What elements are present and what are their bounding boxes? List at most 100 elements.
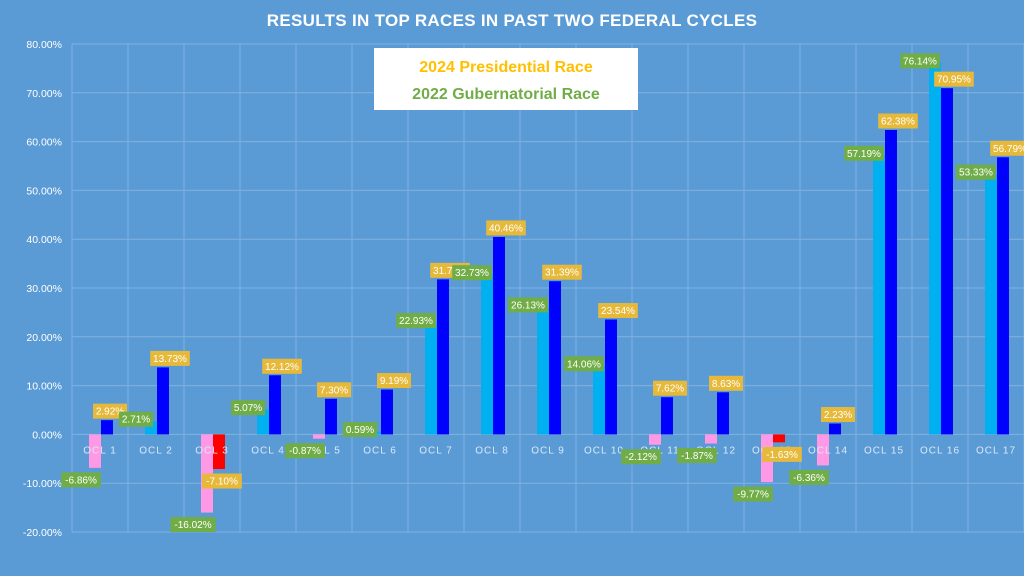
y-tick-label: 30.00% [26,283,62,295]
data-label: 5.07% [234,403,262,414]
x-tick-label: OCL 15 [864,445,904,456]
data-label: -1.63% [766,450,798,461]
data-label: -7.10% [206,477,238,488]
y-tick-label: -10.00% [23,478,62,490]
data-label-bg [878,113,918,129]
data-label: -2.12% [625,452,657,463]
bar-presidential [213,434,225,470]
data-label-bg [396,313,436,329]
legend-entry-presidential: 2024 Presidential Race [419,59,593,76]
legend-box [374,48,638,110]
bar-gubernatorial [817,434,829,466]
data-label-bg [956,164,996,180]
y-tick-label: 20.00% [26,332,62,344]
bar-presidential [549,281,561,435]
data-label: 31.77% [433,266,467,277]
x-tick-label: OCL 3 [195,445,229,456]
x-tick-label: OCL 9 [531,445,565,456]
data-label: 56.79% [993,144,1024,155]
bar-gubernatorial [481,274,493,435]
data-label: 70.95% [937,75,971,86]
data-label-bg [733,486,773,502]
data-label: -1.87% [681,451,713,462]
bar-gubernatorial [649,434,661,445]
data-label-bg [621,449,661,465]
bar-presidential [997,157,1009,435]
y-axis: 80.00% 70.00% 60.00% 50.00% 40.00% 30.00% 20.0… [23,39,62,539]
y-tick-label: 10.00% [26,381,62,393]
bar-presidential [717,392,729,435]
data-label: 0.59% [346,425,374,436]
data-label-bg [317,382,351,398]
data-label-bg [598,303,638,319]
data-label-bg [677,448,717,464]
bar-presidential [885,129,897,435]
data-label: 26.13% [511,300,545,311]
data-labels: -6.86% 2.92%2.71% 13.73% -16.02% -7.10% 5.07%… [61,53,1024,533]
data-label: 23.54% [601,306,635,317]
data-label-bg [202,473,242,489]
data-label: 9.19% [380,376,408,387]
data-label: 22.93% [399,316,433,327]
x-tick-label: OCL 1 [83,445,117,456]
data-label: 57.19% [847,149,881,160]
data-label-bg [262,358,302,374]
data-label-bg [542,264,582,280]
data-label: 40.46% [489,223,523,234]
bar-gubernatorial [425,322,437,435]
data-label: -6.86% [65,475,97,486]
data-label-bg [486,220,526,236]
x-tick-label: OCL 2 [139,445,173,456]
bar-gubernatorial [985,174,997,435]
bar-gubernatorial [89,434,101,468]
data-label: 76.14% [903,56,937,67]
data-label-bg [150,350,190,366]
data-label: 7.62% [656,384,684,395]
y-tick-label: 40.00% [26,234,62,246]
data-label: 53.33% [959,168,993,179]
y-tick-label: 70.00% [26,88,62,100]
bar-presidential [829,423,841,435]
data-label-bg [709,375,743,391]
bar-gubernatorial [201,434,213,513]
data-label-bg [119,411,153,427]
data-label: 13.73% [153,354,187,365]
data-label-bg [653,380,687,396]
x-tick-label: OCL 4 [251,445,285,456]
data-label-bg [231,400,265,416]
bar-presidential [493,236,505,435]
bar-gubernatorial [705,434,717,444]
data-label: 12.12% [265,362,299,373]
bar-presidential [157,367,169,435]
y-tick-label: -20.00% [23,527,62,539]
bar-presidential [941,88,953,435]
legend-entry-gubernatorial: 2022 Gubernatorial Race [412,86,600,103]
bar-gubernatorial [313,434,325,439]
x-tick-label: OCL 17 [976,445,1016,456]
bar-presidential [605,319,617,435]
x-tick-label: OCL 14 [808,445,848,456]
y-tick-label: 50.00% [26,185,62,197]
bars [89,62,1009,513]
data-label-bg [934,71,974,87]
data-label: -0.87% [289,446,321,457]
y-tick-label: 60.00% [26,137,62,149]
y-tick-label: 0.00% [32,429,62,441]
data-label-bg [508,297,548,313]
data-label-bg [452,265,492,281]
bar-presidential [381,389,393,435]
data-label: 32.73% [455,268,489,279]
data-label: 2.92% [96,407,124,418]
bar-gubernatorial [257,409,269,435]
data-label-bg [844,145,884,161]
data-label-bg [377,373,411,389]
bar-presidential [101,420,113,435]
x-tick-label: OCL 10 [584,445,624,456]
bar-presidential [661,397,673,435]
x-tick-label: OCL 7 [419,445,453,456]
x-tick-label: OCL 6 [363,445,397,456]
chart-title: RESULTS IN TOP RACES IN PAST TWO FEDERAL… [267,11,757,30]
data-label: -6.36% [793,473,825,484]
